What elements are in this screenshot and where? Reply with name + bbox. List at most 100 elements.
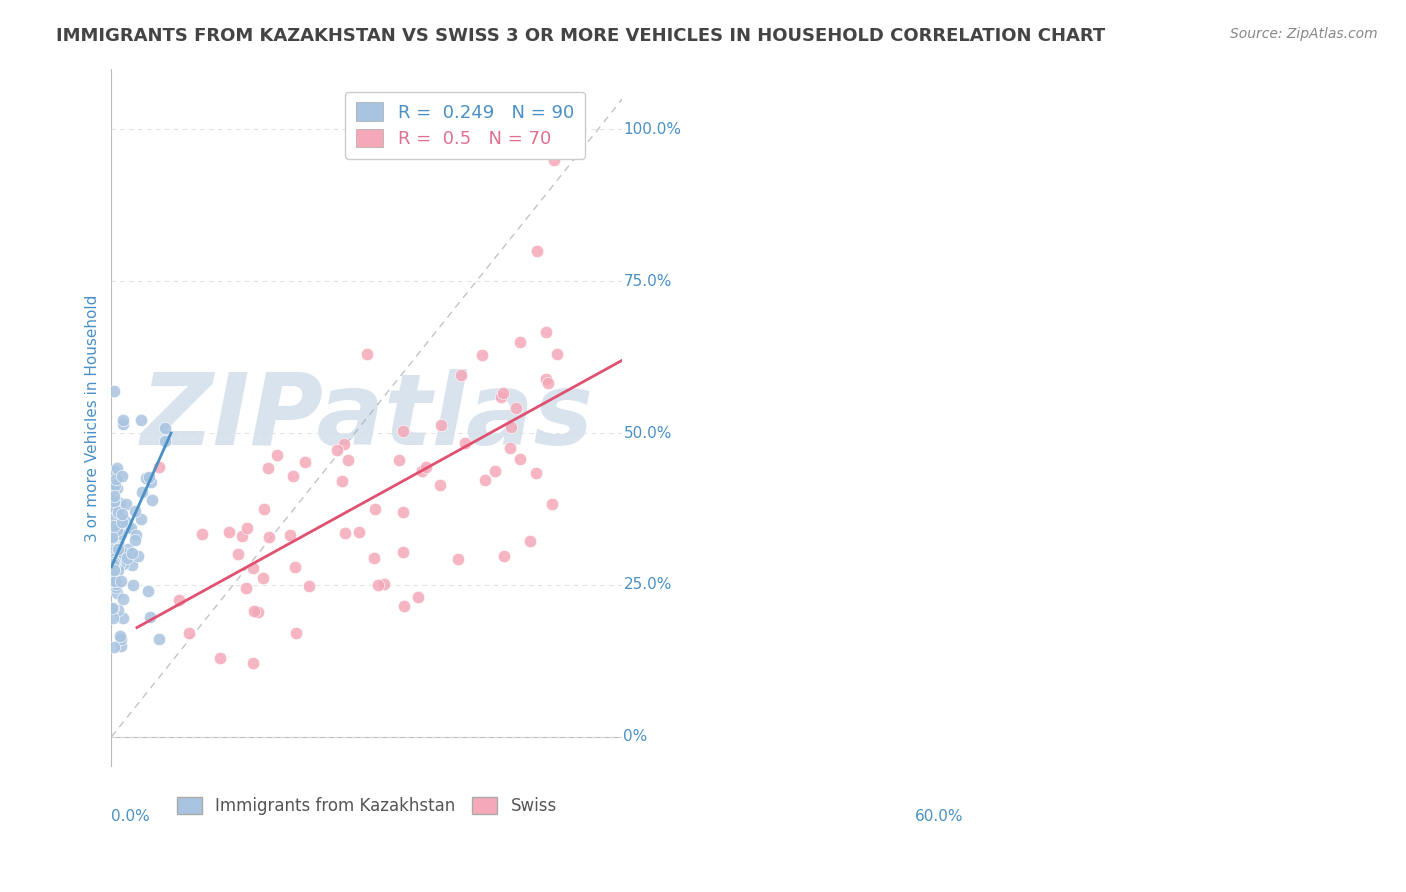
Point	[191, 526, 214, 541]
Point	[283, 468, 305, 483]
Point	[546, 347, 568, 361]
Point	[141, 492, 163, 507]
Point	[105, 481, 128, 495]
Point	[231, 529, 253, 543]
Point	[101, 512, 124, 526]
Point	[110, 527, 132, 541]
Point	[363, 550, 385, 565]
Point	[103, 489, 125, 503]
Point	[122, 578, 145, 592]
Point	[242, 657, 264, 671]
Point	[326, 442, 349, 457]
Point	[526, 244, 548, 258]
Point	[257, 460, 280, 475]
Point	[107, 461, 129, 475]
Point	[392, 599, 415, 614]
Point	[115, 496, 138, 510]
Point	[101, 478, 124, 492]
Text: ZIPatlas: ZIPatlas	[141, 369, 593, 467]
Point	[110, 574, 132, 588]
Point	[131, 413, 153, 427]
Point	[367, 578, 389, 592]
Point	[543, 153, 565, 167]
Point	[450, 368, 472, 382]
Point	[406, 590, 429, 604]
Point	[519, 533, 541, 548]
Point	[101, 530, 124, 544]
Point	[356, 347, 378, 361]
Point	[153, 420, 176, 434]
Point	[101, 524, 124, 538]
Point	[330, 474, 353, 488]
Point	[284, 560, 307, 574]
Point	[266, 448, 288, 462]
Point	[278, 528, 301, 542]
Point	[101, 567, 124, 582]
Point	[111, 557, 134, 571]
Point	[111, 417, 134, 431]
Point	[364, 502, 387, 516]
Point	[107, 505, 129, 519]
Text: 0%: 0%	[623, 730, 648, 745]
Point	[101, 534, 124, 549]
Point	[454, 436, 477, 450]
Point	[101, 535, 124, 549]
Point	[103, 519, 125, 533]
Point	[534, 325, 557, 339]
Point	[107, 563, 129, 577]
Point	[139, 475, 162, 490]
Point	[430, 418, 453, 433]
Point	[124, 504, 146, 518]
Point	[534, 372, 557, 386]
Point	[103, 384, 125, 398]
Point	[129, 512, 152, 526]
Point	[103, 563, 125, 577]
Point	[104, 550, 127, 565]
Point	[101, 601, 124, 615]
Point	[101, 558, 124, 572]
Point	[104, 501, 127, 516]
Point	[474, 473, 496, 487]
Point	[112, 413, 135, 427]
Point	[110, 515, 132, 529]
Point	[127, 549, 149, 563]
Point	[447, 552, 470, 566]
Point	[105, 523, 128, 537]
Point	[103, 494, 125, 508]
Point	[125, 528, 148, 542]
Point	[117, 542, 139, 557]
Text: IMMIGRANTS FROM KAZAKHSTAN VS SWISS 3 OR MORE VEHICLES IN HOUSEHOLD CORRELATION : IMMIGRANTS FROM KAZAKHSTAN VS SWISS 3 OR…	[56, 27, 1105, 45]
Point	[117, 520, 139, 534]
Point	[110, 632, 132, 647]
Point	[509, 334, 531, 349]
Point	[131, 485, 153, 500]
Point	[540, 497, 562, 511]
Point	[104, 574, 127, 589]
Point	[505, 401, 527, 416]
Point	[104, 472, 127, 486]
Point	[336, 452, 359, 467]
Point	[373, 576, 395, 591]
Point	[551, 122, 574, 136]
Point	[148, 460, 170, 475]
Point	[111, 508, 134, 522]
Point	[138, 583, 160, 598]
Point	[120, 521, 142, 535]
Point	[101, 533, 124, 548]
Point	[103, 555, 125, 569]
Point	[105, 544, 128, 558]
Point	[471, 348, 494, 362]
Point	[105, 577, 128, 591]
Point	[104, 557, 127, 571]
Point	[415, 460, 437, 475]
Point	[347, 524, 370, 539]
Point	[138, 470, 160, 484]
Point	[101, 526, 124, 541]
Point	[209, 651, 232, 665]
Point	[524, 466, 547, 480]
Point	[101, 557, 124, 571]
Point	[492, 386, 515, 401]
Y-axis label: 3 or more Vehicles in Household: 3 or more Vehicles in Household	[86, 294, 100, 541]
Point	[107, 603, 129, 617]
Point	[103, 561, 125, 575]
